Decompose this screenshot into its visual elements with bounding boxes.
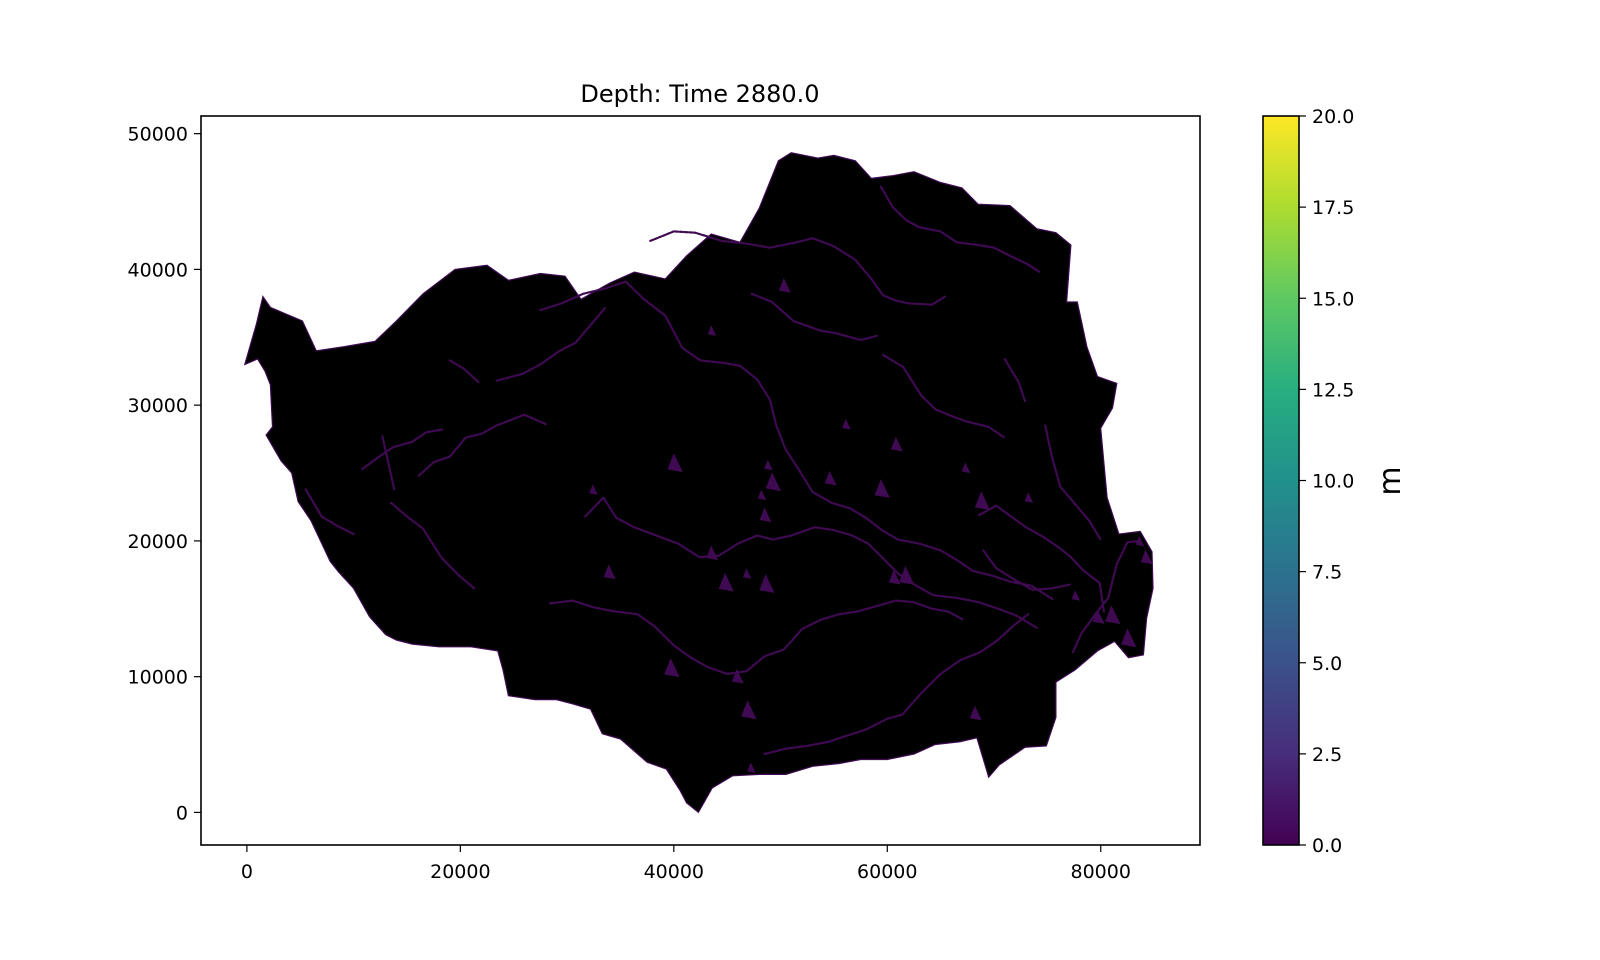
y-tick-label: 30000 [128,395,188,417]
channel-16 [389,501,476,590]
wet-patch-16 [890,436,903,452]
colorbar-tick-label: 17.5 [1312,197,1354,219]
channel-10 [763,613,1030,756]
x-tick-label: 0 [241,861,253,883]
channel-5 [750,292,878,342]
wet-patch-1 [706,545,719,561]
colorbar-tick-label: 7.5 [1312,562,1342,584]
channel-1 [417,413,547,477]
channel-19 [1003,357,1027,403]
wet-patch-5 [759,574,775,593]
channel-18 [448,359,480,384]
colorbar-tick-label: 2.5 [1312,744,1342,766]
x-tick-label: 80000 [1071,861,1131,883]
wet-patch-9 [757,489,767,501]
channel-0 [361,428,444,471]
channel-15 [304,488,355,536]
chart-title: Depth: Time 2880.0 [580,80,819,108]
wet-patch-18 [961,462,971,473]
channel-6 [881,353,1006,439]
channel-3 [539,280,1054,601]
y-axis: 0 10000 20000 30000 40000 50000 [128,124,201,824]
wet-patch-0 [707,325,717,336]
depth-map [243,152,1154,814]
wet-patch-13 [888,569,901,585]
colorbar-tick-label: 0.0 [1312,835,1342,857]
x-axis: 0 20000 40000 60000 80000 [241,845,1131,883]
y-tick-label: 20000 [128,531,188,553]
colorbar-tick-label: 12.5 [1312,379,1354,401]
wet-patch-21 [1071,590,1081,601]
wet-patch-26 [1121,628,1137,648]
channel-14 [1044,424,1102,541]
colorbar-label: m [1373,466,1408,495]
channel-8 [584,496,1038,629]
wet-patch-10 [731,668,744,684]
wet-patch-6 [764,459,773,471]
channel-4 [649,230,947,306]
wet-patch-30 [589,484,598,495]
colorbar-tick-label: 10.0 [1312,471,1354,493]
x-tick-label: 20000 [430,861,490,883]
colorbar [1263,116,1299,845]
wet-patch-32 [664,658,680,678]
catchment-domain [243,152,1154,814]
wet-patch-7 [778,278,791,293]
wet-patch-25 [1140,549,1153,565]
y-tick-label: 0 [176,802,188,824]
channel-9 [548,599,965,676]
channel-12 [977,504,1106,613]
colorbar-tick-label: 5.0 [1312,653,1342,675]
wet-patch-15 [842,419,851,430]
y-tick-label: 10000 [128,667,188,689]
channel-13 [982,549,1073,591]
channel-7 [879,185,1042,274]
wet-patch-27 [1024,492,1034,503]
y-tick-label: 40000 [128,259,188,281]
wet-patch-19 [969,705,982,721]
colorbar-ticks: 0.0 2.5 5.0 7.5 10.0 12.5 15.0 17.5 20.0 [1299,106,1354,857]
wet-patch-23 [1105,605,1121,625]
wet-patch-3 [742,568,752,579]
channel-11 [1071,539,1141,654]
colorbar-tick-label: 15.0 [1312,288,1354,310]
colorbar-tick-label: 20.0 [1312,106,1354,128]
wet-patch-2 [718,572,734,592]
wet-patch-4 [759,507,772,523]
channel-17 [381,435,396,491]
wet-triangle-patches [589,278,1153,773]
wet-patch-17 [874,479,890,498]
wet-patch-8 [765,472,781,492]
wet-patch-29 [667,453,683,473]
channel-2 [495,306,607,382]
wet-patch-11 [741,700,757,720]
wet-patch-31 [603,564,616,580]
x-tick-label: 60000 [857,861,917,883]
wet-patch-24 [1135,535,1145,547]
channel-network [304,185,1141,756]
y-tick-label: 50000 [128,124,188,146]
wet-patch-22 [1092,609,1105,624]
plot-frame [200,115,1201,846]
wet-patch-12 [747,762,756,773]
x-tick-label: 40000 [644,861,704,883]
wet-patch-20 [974,491,991,511]
wet-patch-14 [899,565,915,585]
wet-patch-28 [824,470,837,486]
